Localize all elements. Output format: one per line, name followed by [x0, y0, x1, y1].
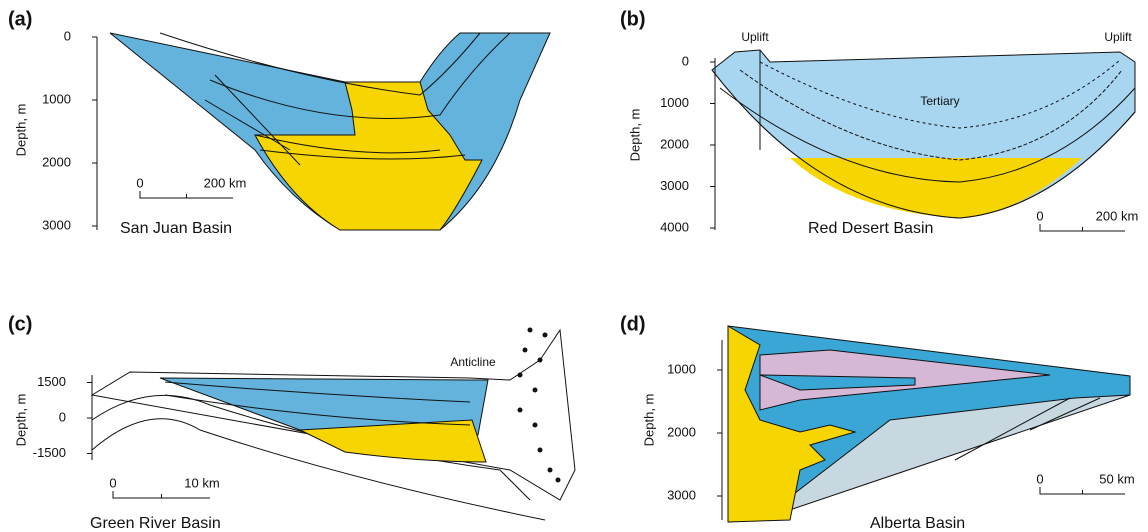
basin-name: San Juan Basin [120, 220, 232, 237]
section-a [110, 33, 550, 230]
tick-label: 0 [682, 53, 689, 68]
basin-name: Alberta Basin [870, 515, 965, 532]
scale-end: 50 km [1099, 471, 1134, 486]
scale-bar [140, 191, 233, 198]
axis-label: Depth, m [641, 394, 656, 447]
tick-label: 4000 [660, 219, 689, 234]
annotation: Uplift [1104, 30, 1132, 44]
section-b [712, 50, 1135, 218]
scale-start: 0 [1036, 471, 1043, 486]
axis-label: Depth, m [13, 104, 28, 157]
panel-label: (d) [620, 313, 646, 335]
scale-end: 200 km [1096, 208, 1139, 223]
axis-label: Depth, m [13, 394, 28, 447]
panel-label: (c) [8, 313, 32, 335]
axis-label: Depth, m [627, 109, 642, 162]
figure: (a) Depth, m 0 1000 2000 3000 0 200 km San Juan … [0, 0, 1148, 532]
annotation: Anticline [450, 355, 496, 369]
scale-start: 0 [136, 175, 143, 190]
section-d [728, 326, 1130, 522]
tick-label: 1000 [42, 91, 71, 106]
tick-label: 1000 [667, 361, 696, 376]
tick-label: 1000 [660, 95, 689, 110]
panel-label: (b) [620, 8, 646, 30]
tick-label: 2000 [660, 136, 689, 151]
tick-label: 0 [59, 409, 66, 424]
tick-label: 0 [64, 28, 71, 43]
basin-name: Green River Basin [90, 515, 221, 532]
basin-name: Red Desert Basin [808, 220, 933, 237]
tick-label: 3000 [667, 487, 696, 502]
scale-end: 200 km [204, 175, 247, 190]
scale-start: 0 [1036, 208, 1043, 223]
annotation: Uplift [741, 30, 769, 44]
scale-bar [113, 491, 210, 498]
tick-label: 2000 [42, 154, 71, 169]
tick-label: -1500 [33, 445, 66, 460]
panel-label: (a) [8, 8, 32, 30]
tick-label: 1500 [37, 374, 66, 389]
scale-end: 10 km [184, 475, 219, 490]
scale-bar [1040, 224, 1125, 231]
tick-label: 3000 [42, 217, 71, 232]
page: {"panels": [ {"label": "(a)", "axis_labe… [0, 0, 1148, 532]
scale-start: 0 [109, 475, 116, 490]
scale-bar [1040, 487, 1125, 494]
section-c [92, 328, 575, 521]
tick-label: 3000 [660, 178, 689, 193]
annotation: Tertiary [920, 94, 959, 108]
tick-label: 2000 [667, 424, 696, 439]
